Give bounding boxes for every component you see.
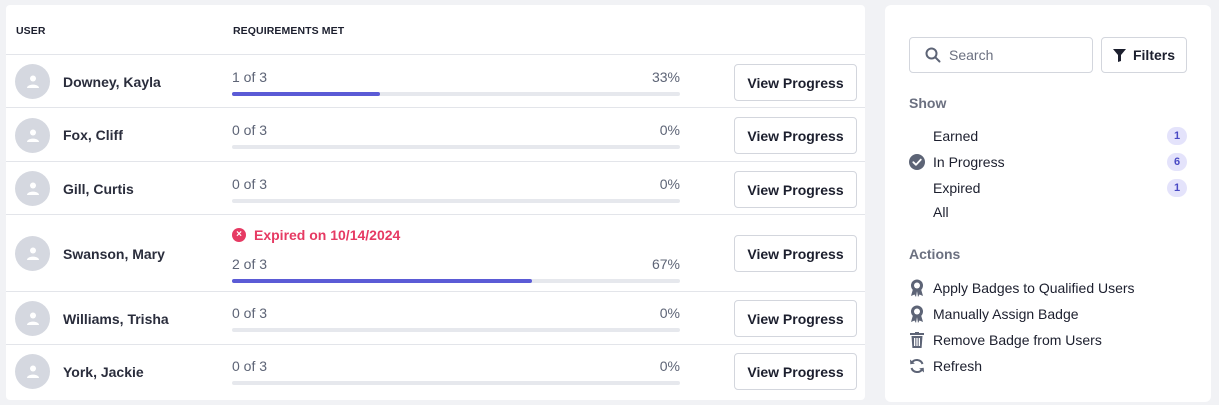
action-label: Remove Badge from Users bbox=[933, 332, 1102, 348]
check-circle-icon bbox=[909, 154, 925, 170]
progress-bar bbox=[232, 279, 680, 283]
progress-percent: 0% bbox=[659, 305, 680, 321]
progress-bar bbox=[232, 145, 680, 149]
avatar bbox=[15, 354, 50, 389]
action-refresh[interactable]: Refresh bbox=[909, 357, 982, 375]
count-badge: 1 bbox=[1167, 127, 1187, 145]
avatar bbox=[15, 171, 50, 206]
user-icon bbox=[26, 312, 39, 325]
badge-icon bbox=[909, 305, 925, 323]
table-row: Gill, Curtis 0 of 3 0% View Progress bbox=[6, 162, 865, 215]
show-option-label: Expired bbox=[933, 180, 981, 196]
user-icon bbox=[26, 365, 39, 378]
table-header: USER REQUIREMENTS MET bbox=[6, 5, 865, 55]
action-manually-assign[interactable]: Manually Assign Badge bbox=[909, 305, 1079, 323]
view-progress-button[interactable]: View Progress bbox=[734, 235, 857, 272]
progress-count: 0 of 3 bbox=[232, 305, 268, 321]
avatar bbox=[15, 118, 50, 153]
progress-bar bbox=[232, 92, 680, 96]
progress-count: 0 of 3 bbox=[232, 176, 268, 192]
progress-bar-fill bbox=[232, 279, 533, 283]
action-label: Manually Assign Badge bbox=[933, 306, 1079, 322]
user-icon bbox=[26, 75, 39, 88]
user-name: Downey, Kayla bbox=[63, 74, 161, 90]
filter-sidebar: Filters Show Earned 1 In Progress 6 Expi… bbox=[885, 5, 1211, 402]
user-name: York, Jackie bbox=[63, 364, 144, 380]
show-option-label: Earned bbox=[933, 128, 979, 144]
progress-count: 1 of 3 bbox=[232, 69, 268, 85]
show-option-earned[interactable]: Earned 1 bbox=[909, 125, 1187, 147]
search-input[interactable] bbox=[949, 47, 1089, 63]
progress-count: 0 of 3 bbox=[232, 122, 268, 138]
user-name: Williams, Trisha bbox=[63, 311, 169, 327]
filters-label: Filters bbox=[1132, 47, 1175, 63]
action-label: Apply Badges to Qualified Users bbox=[933, 280, 1135, 296]
show-option-label: All bbox=[933, 204, 949, 220]
progress-bar bbox=[232, 381, 680, 385]
table-row: Downey, Kayla 1 of 3 33% View Progress bbox=[6, 55, 865, 108]
show-option-label: In Progress bbox=[933, 154, 1005, 170]
progress-percent: 33% bbox=[651, 69, 680, 85]
search-icon bbox=[925, 47, 941, 63]
progress-bar bbox=[232, 199, 680, 203]
view-progress-button[interactable]: View Progress bbox=[734, 353, 857, 390]
badge-icon bbox=[909, 279, 925, 297]
show-section-title: Show bbox=[909, 95, 947, 111]
user-name: Swanson, Mary bbox=[63, 246, 165, 262]
search-box[interactable] bbox=[909, 37, 1093, 73]
user-icon bbox=[26, 129, 39, 142]
view-progress-button[interactable]: View Progress bbox=[734, 64, 857, 101]
action-remove-badge[interactable]: Remove Badge from Users bbox=[909, 331, 1102, 349]
progress-percent: 0% bbox=[659, 122, 680, 138]
user-icon bbox=[26, 247, 39, 260]
table-row: York, Jackie 0 of 3 0% View Progress bbox=[6, 345, 865, 399]
user-name: Fox, Cliff bbox=[63, 127, 123, 143]
count-badge: 1 bbox=[1167, 179, 1187, 197]
action-apply-badges[interactable]: Apply Badges to Qualified Users bbox=[909, 279, 1135, 297]
view-progress-button[interactable]: View Progress bbox=[734, 117, 857, 154]
column-header-user: USER bbox=[16, 25, 46, 37]
show-option-expired[interactable]: Expired 1 bbox=[909, 177, 1187, 199]
error-circle-icon: × bbox=[232, 228, 246, 242]
expired-text: Expired on 10/14/2024 bbox=[254, 227, 401, 243]
filters-button[interactable]: Filters bbox=[1101, 37, 1187, 73]
user-icon bbox=[26, 182, 39, 195]
filter-funnel-icon bbox=[1112, 48, 1126, 62]
view-progress-button[interactable]: View Progress bbox=[734, 300, 857, 337]
refresh-icon bbox=[909, 357, 925, 375]
count-badge: 6 bbox=[1167, 153, 1187, 171]
avatar bbox=[15, 301, 50, 336]
avatar bbox=[15, 64, 50, 99]
view-progress-button[interactable]: View Progress bbox=[734, 171, 857, 208]
actions-section-title: Actions bbox=[909, 246, 961, 262]
show-option-all[interactable]: All bbox=[909, 201, 1187, 223]
user-progress-table: USER REQUIREMENTS MET Downey, Kayla 1 of… bbox=[6, 5, 865, 400]
progress-bar bbox=[232, 328, 680, 332]
table-row: Fox, Cliff 0 of 3 0% View Progress bbox=[6, 108, 865, 162]
progress-count: 0 of 3 bbox=[232, 358, 268, 374]
table-row: Williams, Trisha 0 of 3 0% View Progress bbox=[6, 292, 865, 345]
action-label: Refresh bbox=[933, 358, 983, 374]
expired-notice: × Expired on 10/14/2024 bbox=[232, 227, 400, 243]
avatar bbox=[15, 236, 50, 271]
progress-count: 2 of 3 bbox=[232, 256, 268, 272]
user-name: Gill, Curtis bbox=[63, 181, 134, 197]
trash-icon bbox=[909, 331, 925, 349]
table-row: Swanson, Mary × Expired on 10/14/2024 2 … bbox=[6, 215, 865, 292]
progress-percent: 0% bbox=[659, 358, 680, 374]
show-option-in-progress[interactable]: In Progress 6 bbox=[909, 151, 1187, 173]
progress-percent: 0% bbox=[659, 176, 680, 192]
column-header-requirements: REQUIREMENTS MET bbox=[233, 25, 345, 37]
progress-percent: 67% bbox=[651, 256, 680, 272]
progress-bar-fill bbox=[232, 92, 380, 96]
